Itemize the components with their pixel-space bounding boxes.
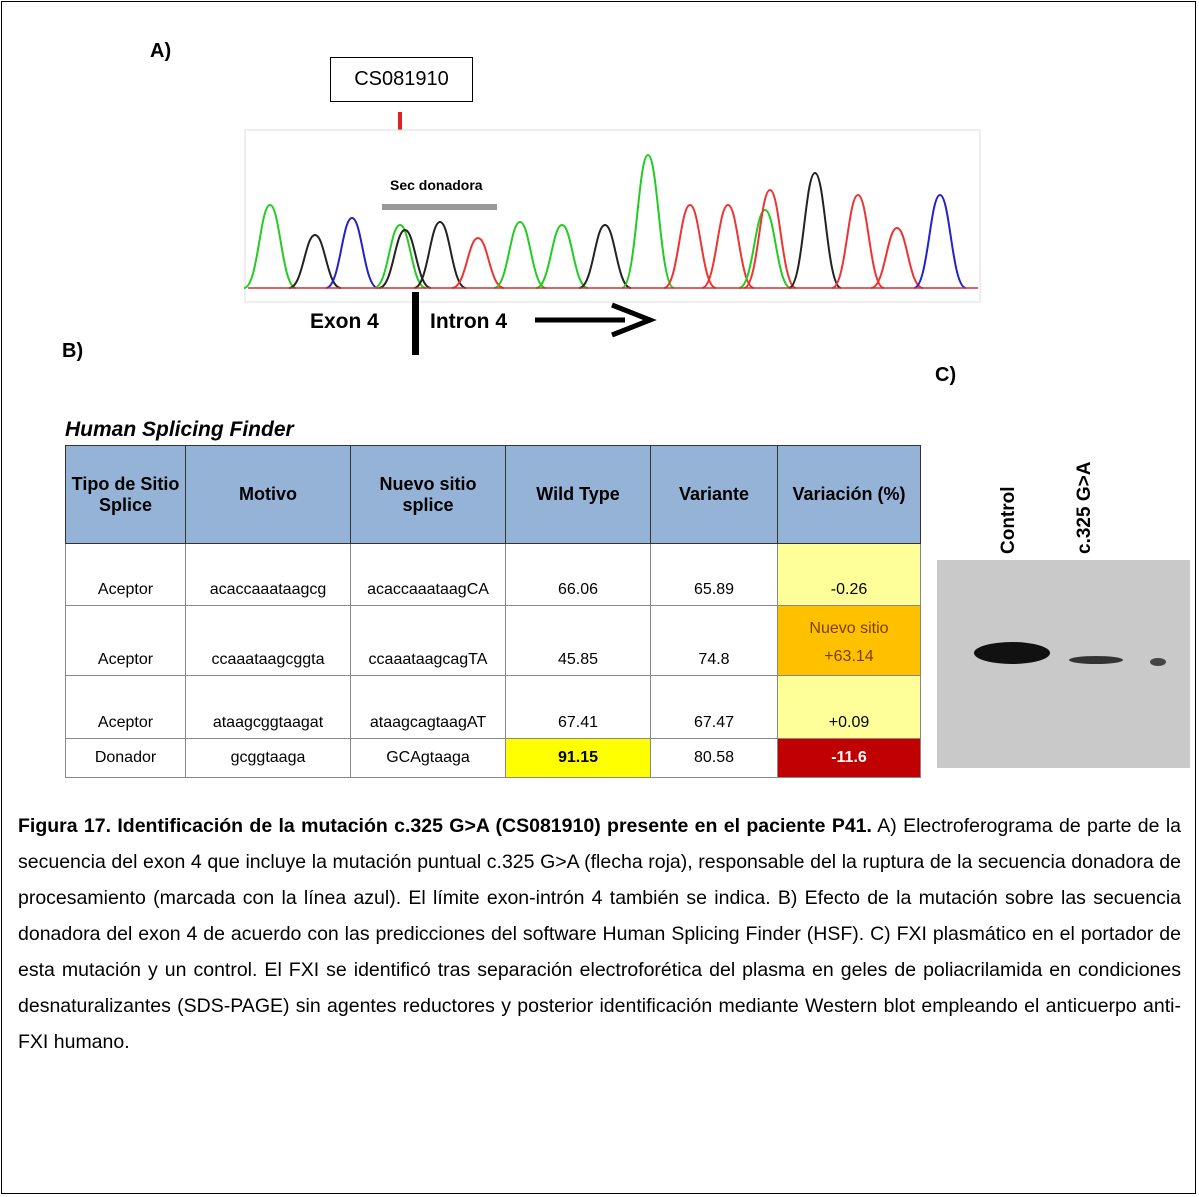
table-cell: -0.26	[778, 544, 921, 606]
table-cell: 45.85	[506, 606, 651, 676]
caption-title: Figura 17. Identificación de la mutación…	[18, 815, 872, 837]
header-cell: Nuevo sitio splice	[351, 446, 506, 544]
table-title: Human Splicing Finder	[65, 418, 294, 442]
header-cell: Variación (%)	[778, 446, 921, 544]
table-cell: gcggtaaga	[186, 739, 351, 778]
caption: Figura 17. Identificación de la mutación…	[18, 808, 1181, 1060]
header-cell: Wild Type	[506, 446, 651, 544]
electropherogram: Sec donadora Exon 4 Intron 4	[0, 0, 1199, 400]
table-cell: Nuevo sitio +63.14	[778, 606, 921, 676]
table-cell: 80.58	[651, 739, 778, 778]
table-cell: ataagcggtaagat	[186, 676, 351, 739]
table-cell: -11.6	[778, 739, 921, 778]
intron-label: Intron 4	[430, 310, 507, 333]
header-cell: Motivo	[186, 446, 351, 544]
table-cell: acaccaaataagCA	[351, 544, 506, 606]
header-cell: Tipo de Sitio Splice	[66, 446, 186, 544]
table-cell: 66.06	[506, 544, 651, 606]
table-cell: 91.15	[506, 739, 651, 778]
table-cell: Aceptor	[66, 544, 186, 606]
table-cell: 74.8	[651, 606, 778, 676]
panel-label: C)	[935, 364, 956, 387]
table-cell: ataagcagtaagAT	[351, 676, 506, 739]
table-cell: Donador	[66, 739, 186, 778]
header-cell: Variante	[651, 446, 778, 544]
lane-label: Control	[998, 486, 1020, 554]
lane-label: c.325 G>A	[1074, 462, 1096, 554]
table-cell: 67.47	[651, 676, 778, 739]
table-cell: ccaaataagcggta	[186, 606, 351, 676]
page: A) CS081910 Sec donadora Exon 4 Intron 4…	[0, 0, 1199, 1197]
table-cell: 67.41	[506, 676, 651, 739]
caption-text: A) Electroferograma de parte de la secue…	[18, 815, 1181, 1053]
table-cell: GCAgtaaga	[351, 739, 506, 778]
table-cell: Aceptor	[66, 606, 186, 676]
panel-label: B)	[62, 340, 83, 363]
region-label: Sec donadora	[390, 177, 483, 193]
table-cell: ccaaataagcagTA	[351, 606, 506, 676]
table-cell: Aceptor	[66, 676, 186, 739]
table-cell: acaccaaataagcg	[186, 544, 351, 606]
table-cell: 65.89	[651, 544, 778, 606]
exon-label: Exon 4	[310, 310, 379, 333]
table-cell: +0.09	[778, 676, 921, 739]
western-blot	[937, 560, 1190, 768]
